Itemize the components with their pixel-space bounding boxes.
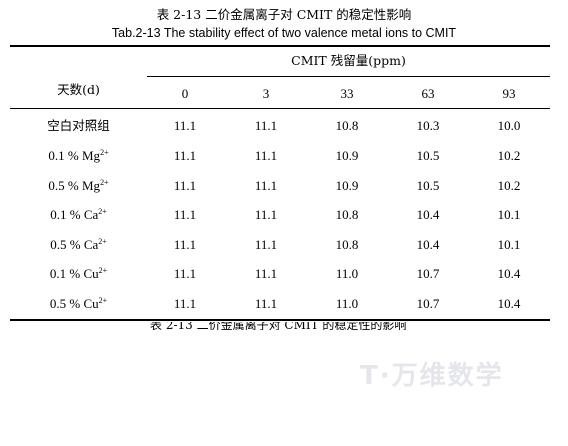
row-label-ion: Cu xyxy=(83,296,99,311)
table-cell: 11.0 xyxy=(335,266,359,281)
table-cell: 10.3 xyxy=(416,118,440,133)
table-cell: 11.1 xyxy=(254,237,278,252)
table-cell: 11.1 xyxy=(173,266,197,281)
table-cell: 10.4 xyxy=(416,207,440,222)
table-cell: 11.1 xyxy=(173,178,197,193)
table-cell: 11.1 xyxy=(173,118,197,133)
row-label-ion: Mg xyxy=(82,178,101,193)
group-header-rule xyxy=(147,76,550,77)
row-label-charge: 2+ xyxy=(98,207,107,216)
cut-off-caption: 表 2-13 二价金属离子对 CMIT 的稳定性的影响 xyxy=(150,322,450,330)
table-cell: 10.5 xyxy=(416,148,440,163)
row-label-charge: 2+ xyxy=(100,148,109,157)
table-cell: 10.9 xyxy=(335,148,359,163)
table-cell: 10.0 xyxy=(497,118,521,133)
row-label-charge: 2+ xyxy=(98,237,107,246)
row-label: 0.1 % Mg2+ xyxy=(10,148,147,164)
row-label-ion: Mg xyxy=(82,148,101,163)
column-header: 63 xyxy=(421,86,435,101)
row-label: 空白对照组 xyxy=(10,118,147,134)
table-cell: 10.4 xyxy=(416,237,440,252)
table-cell: 11.1 xyxy=(254,207,278,222)
row-label-charge: 2+ xyxy=(98,296,108,305)
table-cell: 11.1 xyxy=(173,148,197,163)
column-header: 0 xyxy=(181,86,189,101)
table-cell: 10.8 xyxy=(335,207,359,222)
row-label-concentration: 0.1 % xyxy=(48,148,82,163)
row-label-concentration: 0.1 % xyxy=(50,207,84,222)
table-cell: 11.1 xyxy=(173,237,197,252)
table-cell: 10.8 xyxy=(335,118,359,133)
row-label-concentration: 0.5 % xyxy=(48,178,82,193)
table-header-rule xyxy=(10,108,550,109)
table-cell: 10.7 xyxy=(416,296,440,311)
column-header: 93 xyxy=(502,86,516,101)
row-label-ion: Ca xyxy=(83,237,99,252)
table-cell: 11.1 xyxy=(254,148,278,163)
table-cell: 10.2 xyxy=(497,178,521,193)
row-label-ion: Ca xyxy=(83,207,99,222)
column-header: 3 xyxy=(262,86,270,101)
row-label: 0.5 % Mg2+ xyxy=(10,178,147,194)
table-cell: 10.4 xyxy=(497,296,521,311)
table-bottom-rule xyxy=(10,319,550,321)
group-header-cmit-residual: CMIT 残留量(ppm) xyxy=(291,53,406,68)
table-cell: 11.1 xyxy=(254,178,278,193)
table-cell: 10.1 xyxy=(497,207,521,222)
row-label: 0.5 % Cu2+ xyxy=(10,296,147,312)
cut-off-caption-text: 表 2-13 二价金属离子对 CMIT 的稳定性的影响 xyxy=(150,322,407,330)
table-caption-english: Tab.2-13 The stability effect of two val… xyxy=(111,26,457,40)
table-cell: 11.1 xyxy=(173,296,197,311)
row-label-charge: 2+ xyxy=(100,178,109,187)
row-label-concentration: 空白对照组 xyxy=(47,118,110,133)
table-cell: 10.1 xyxy=(497,237,521,252)
row-label-concentration: 0.5 % xyxy=(49,296,84,311)
table-cell: 11.0 xyxy=(335,296,359,311)
table-cell: 10.7 xyxy=(416,266,440,281)
watermark-logo: T·万维数学 xyxy=(360,361,504,391)
row-label: 0.5 % Ca2+ xyxy=(10,237,147,253)
row-label: 0.1 % Cu2+ xyxy=(10,266,147,282)
table-cell: 10.2 xyxy=(497,148,521,163)
table-top-rule xyxy=(10,45,550,47)
row-label-concentration: 0.5 % xyxy=(50,237,84,252)
table-cell: 10.4 xyxy=(497,266,521,281)
table-cell: 10.9 xyxy=(335,178,359,193)
table-cell: 11.1 xyxy=(254,118,278,133)
table-cell: 10.5 xyxy=(416,178,440,193)
row-label-ion: Cu xyxy=(83,266,99,281)
table-cell: 11.1 xyxy=(254,296,278,311)
table-cell: 11.1 xyxy=(254,266,278,281)
row-label: 0.1 % Ca2+ xyxy=(10,207,147,223)
table-cell: 11.1 xyxy=(173,207,197,222)
column-header: 33 xyxy=(340,86,354,101)
row-label-charge: 2+ xyxy=(98,266,108,275)
table-caption-chinese: 表 2-13 二价金属离子对 CMIT 的稳定性影响 xyxy=(156,7,412,22)
row-header-days: 天数(d) xyxy=(57,82,100,97)
table-cell: 10.8 xyxy=(335,237,359,252)
row-label-concentration: 0.1 % xyxy=(49,266,84,281)
